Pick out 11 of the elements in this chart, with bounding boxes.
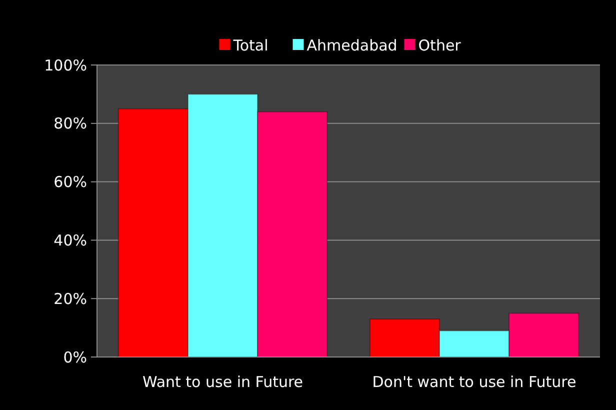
y-tick-label: 80%	[54, 114, 87, 133]
legend-label: Total	[232, 36, 268, 54]
y-tick-label: 0%	[63, 348, 87, 366]
x-tick-label: Don't want to use in Future	[372, 373, 576, 391]
legend-label: Ahmedabad	[306, 36, 398, 54]
y-tick-label: 60%	[54, 173, 87, 192]
x-tick-label: Want to use in Future	[142, 373, 304, 391]
y-tick-label: 100%	[44, 56, 87, 74]
y-tick-label: 40%	[54, 231, 87, 250]
y-tick-label: 20%	[54, 290, 87, 308]
legend-label: Other	[418, 36, 462, 54]
